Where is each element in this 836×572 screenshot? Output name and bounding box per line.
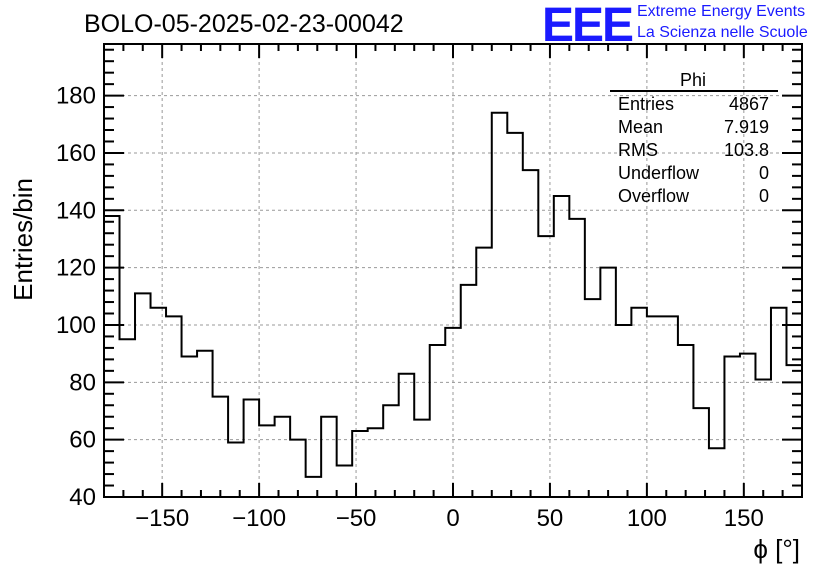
stats-value: 0 bbox=[759, 163, 769, 183]
y-tick-labels: 40 60 80 100 120 140 160 180 bbox=[56, 83, 96, 511]
y-tick-label: 60 bbox=[69, 427, 96, 454]
y-axis-label: Entries/bin bbox=[8, 178, 38, 301]
y-tick-label: 40 bbox=[69, 484, 96, 511]
y-tick-label: 180 bbox=[56, 83, 96, 110]
chart-title: BOLO-05-2025-02-23-00042 bbox=[84, 10, 404, 38]
logo-caption-line2: La Scienza nelle Scuole bbox=[637, 24, 808, 41]
grid-lines bbox=[104, 44, 802, 497]
stats-label: Entries bbox=[618, 94, 674, 114]
x-tick-label: 150 bbox=[724, 505, 764, 532]
y-tick-label: 160 bbox=[56, 140, 96, 167]
x-axis-label: ϕ [°] bbox=[753, 534, 800, 564]
x-tick-label: −150 bbox=[135, 505, 189, 532]
y-tick-label: 100 bbox=[56, 312, 96, 339]
stats-label: Underflow bbox=[618, 163, 700, 183]
stats-value: 4867 bbox=[729, 94, 769, 114]
x-tick-label: 0 bbox=[446, 505, 459, 532]
x-tick-label: 100 bbox=[627, 505, 667, 532]
logo-caption-line1: Extreme Energy Events bbox=[637, 3, 806, 20]
stats-rows: Entries 4867 Mean 7.919 RMS 103.8 Underflow 0 Ov… bbox=[618, 94, 769, 206]
x-tick-label: 50 bbox=[537, 505, 564, 532]
stats-value: 7.919 bbox=[724, 117, 769, 137]
stats-value: 103.8 bbox=[724, 140, 769, 160]
x-tick-labels: −150 −100 −50 0 50 100 150 bbox=[135, 505, 764, 532]
stats-label: Overflow bbox=[618, 186, 690, 206]
histogram-step-line bbox=[103, 111, 803, 497]
stats-label: RMS bbox=[618, 140, 658, 160]
axis-ticks bbox=[104, 44, 802, 498]
stats-label: Mean bbox=[618, 117, 663, 137]
stats-value: 0 bbox=[759, 186, 769, 206]
x-tick-label: −100 bbox=[232, 505, 286, 532]
y-tick-label: 140 bbox=[56, 197, 96, 224]
y-tick-label: 80 bbox=[69, 369, 96, 396]
x-tick-label: −50 bbox=[336, 505, 377, 532]
y-tick-label: 120 bbox=[56, 255, 96, 282]
stats-title: Phi bbox=[680, 70, 706, 90]
stats-box: Phi Entries 4867 Mean 7.919 RMS 103.8 Underflo… bbox=[610, 70, 778, 206]
